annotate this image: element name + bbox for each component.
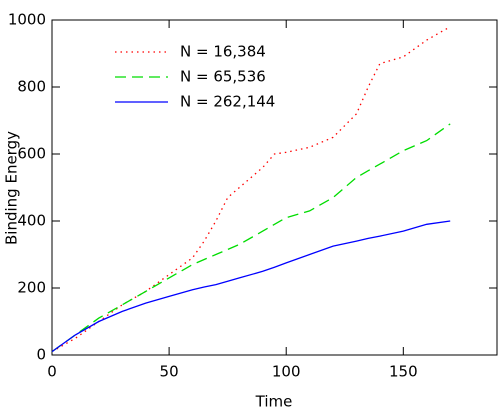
legend-label: N = 65,536 — [180, 68, 266, 86]
x-tick-label: 150 — [389, 363, 418, 381]
y-tick-label: 400 — [17, 212, 46, 230]
series-line — [51, 26, 451, 353]
legend-label: N = 16,384 — [180, 43, 266, 61]
y-axis-label: Binding Energy — [3, 131, 21, 245]
x-tick-label: 100 — [272, 363, 301, 381]
y-tick-label: 1000 — [8, 11, 46, 29]
x-tick-label: 0 — [47, 363, 57, 381]
plot-frame — [51, 19, 498, 356]
x-tick-label: 50 — [160, 363, 179, 381]
x-axis-label: Time — [255, 393, 293, 411]
y-tick-label: 200 — [17, 279, 46, 297]
y-tick-label: 600 — [17, 145, 46, 163]
y-tick-label: 800 — [17, 78, 46, 96]
y-tick-label: 0 — [36, 346, 46, 364]
series-line — [51, 220, 451, 353]
series-line — [51, 123, 451, 353]
legend-label: N = 262,144 — [180, 93, 275, 111]
